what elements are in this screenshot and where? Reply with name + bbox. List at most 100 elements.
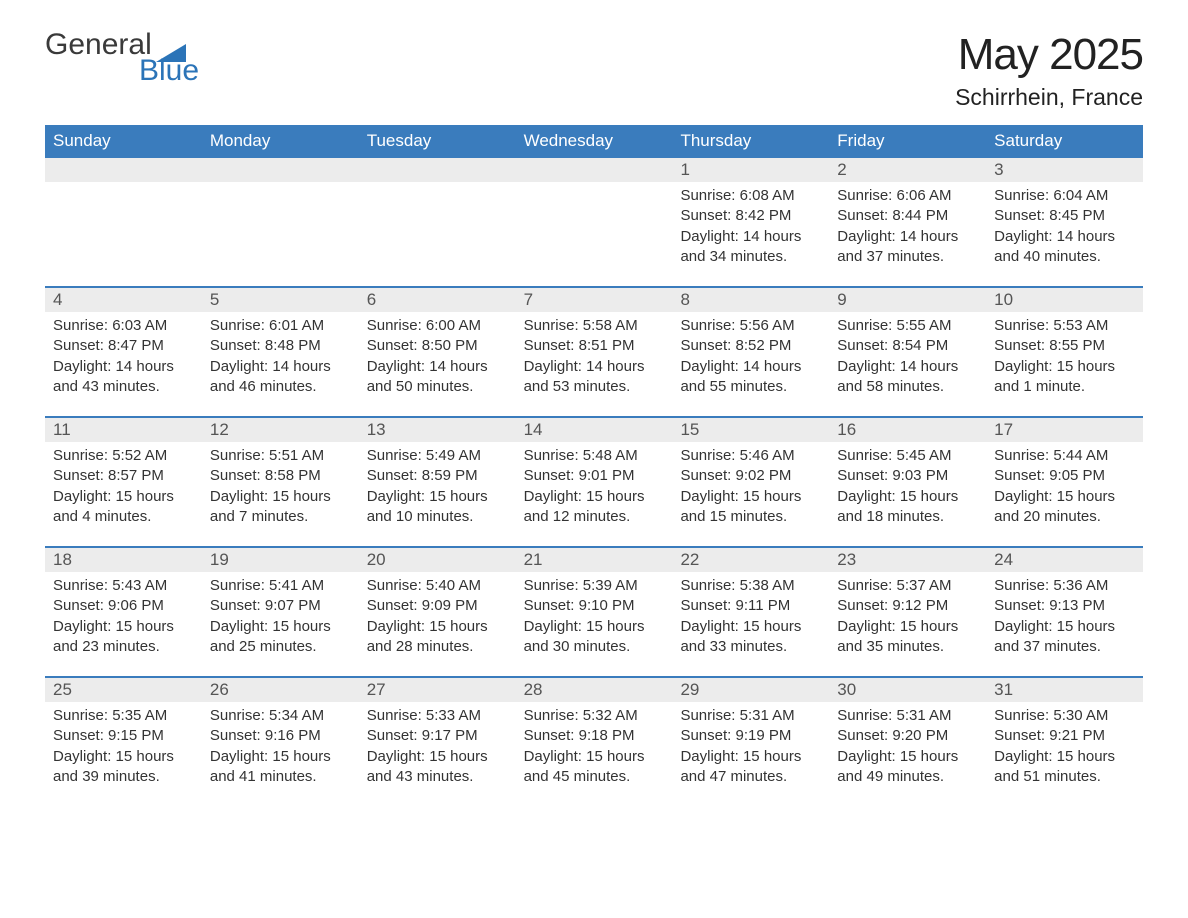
day-body: Sunrise: 5:39 AMSunset: 9:10 PMDaylight:… xyxy=(516,572,673,657)
sunrise-text: Sunrise: 5:45 AM xyxy=(837,446,980,466)
day-number: 12 xyxy=(202,418,359,442)
day-body: Sunrise: 5:58 AMSunset: 8:51 PMDaylight:… xyxy=(516,312,673,397)
sunrise-text: Sunrise: 5:34 AM xyxy=(210,706,353,726)
sunrise-text: Sunrise: 5:58 AM xyxy=(524,316,667,336)
sunrise-text: Sunrise: 5:31 AM xyxy=(837,706,980,726)
week-row: 1 Sunrise: 6:08 AMSunset: 8:42 PM Daylight… xyxy=(45,158,1143,286)
daylight-text: Daylight: 15 hours and 47 minutes. xyxy=(680,747,823,788)
week-row: 18Sunrise: 5:43 AMSunset: 9:06 PMDayligh… xyxy=(45,546,1143,676)
daylight-text: Daylight: 15 hours and 28 minutes. xyxy=(367,617,510,658)
sunrise-text: Sunrise: 5:30 AM xyxy=(994,706,1137,726)
day-cell xyxy=(359,158,516,286)
day-cell: 10Sunrise: 5:53 AMSunset: 8:55 PMDayligh… xyxy=(986,288,1143,416)
daylight-text: Daylight: 15 hours and 18 minutes. xyxy=(837,487,980,528)
day-cell: 5Sunrise: 6:01 AMSunset: 8:48 PMDaylight… xyxy=(202,288,359,416)
sunrise-text: Sunrise: 6:08 AM xyxy=(680,186,823,206)
sunset-text: Sunset: 9:07 PM xyxy=(210,596,353,616)
sunset-text: Sunset: 8:55 PM xyxy=(994,336,1137,356)
daylight-text: Daylight: 15 hours and 30 minutes. xyxy=(524,617,667,658)
day-body: Sunrise: 6:01 AMSunset: 8:48 PMDaylight:… xyxy=(202,312,359,397)
day-cell: 31Sunrise: 5:30 AMSunset: 9:21 PMDayligh… xyxy=(986,678,1143,806)
day-number: 9 xyxy=(829,288,986,312)
sunset-text: Sunset: 9:09 PM xyxy=(367,596,510,616)
day-number: 1 xyxy=(672,158,829,182)
day-cell: 13Sunrise: 5:49 AMSunset: 8:59 PMDayligh… xyxy=(359,418,516,546)
day-cell: 2Sunrise: 6:06 AMSunset: 8:44 PMDaylight… xyxy=(829,158,986,286)
week-row: 25Sunrise: 5:35 AMSunset: 9:15 PMDayligh… xyxy=(45,676,1143,806)
sunset-text: Sunset: 9:01 PM xyxy=(524,466,667,486)
day-body: Sunrise: 5:44 AMSunset: 9:05 PMDaylight:… xyxy=(986,442,1143,527)
day-number: 8 xyxy=(672,288,829,312)
weekday-tuesday: Tuesday xyxy=(359,125,516,158)
daylight-text: Daylight: 15 hours and 33 minutes. xyxy=(680,617,823,658)
sunset-text: Sunset: 8:42 PM xyxy=(680,206,823,226)
daylight-text: Daylight: 14 hours and 53 minutes. xyxy=(524,357,667,398)
sunset-text: Sunset: 8:51 PM xyxy=(524,336,667,356)
weekday-wednesday: Wednesday xyxy=(516,125,673,158)
day-body: Sunrise: 5:37 AMSunset: 9:12 PMDaylight:… xyxy=(829,572,986,657)
day-number: 18 xyxy=(45,548,202,572)
sunset-text: Sunset: 8:57 PM xyxy=(53,466,196,486)
sunrise-text: Sunrise: 5:43 AM xyxy=(53,576,196,596)
daylight-text: Daylight: 14 hours and 37 minutes. xyxy=(837,227,980,268)
sunrise-text: Sunrise: 5:44 AM xyxy=(994,446,1137,466)
sunrise-text: Sunrise: 6:01 AM xyxy=(210,316,353,336)
day-body: Sunrise: 6:00 AMSunset: 8:50 PMDaylight:… xyxy=(359,312,516,397)
sunrise-text: Sunrise: 6:00 AM xyxy=(367,316,510,336)
sunrise-text: Sunrise: 6:04 AM xyxy=(994,186,1137,206)
daylight-text: Daylight: 14 hours and 50 minutes. xyxy=(367,357,510,398)
weekday-monday: Monday xyxy=(202,125,359,158)
day-cell: 23Sunrise: 5:37 AMSunset: 9:12 PMDayligh… xyxy=(829,548,986,676)
sunset-text: Sunset: 9:20 PM xyxy=(837,726,980,746)
day-number: 29 xyxy=(672,678,829,702)
sunset-text: Sunset: 9:10 PM xyxy=(524,596,667,616)
weekday-sunday: Sunday xyxy=(45,125,202,158)
day-number: 21 xyxy=(516,548,673,572)
daylight-text: Daylight: 15 hours and 15 minutes. xyxy=(680,487,823,528)
day-cell xyxy=(45,158,202,286)
day-body: Sunrise: 5:38 AMSunset: 9:11 PMDaylight:… xyxy=(672,572,829,657)
week-row: 4Sunrise: 6:03 AMSunset: 8:47 PMDaylight… xyxy=(45,286,1143,416)
sunrise-text: Sunrise: 5:56 AM xyxy=(680,316,823,336)
day-body: Sunrise: 5:35 AMSunset: 9:15 PMDaylight:… xyxy=(45,702,202,787)
day-cell: 17Sunrise: 5:44 AMSunset: 9:05 PMDayligh… xyxy=(986,418,1143,546)
daylight-text: Daylight: 15 hours and 12 minutes. xyxy=(524,487,667,528)
sunset-text: Sunset: 9:19 PM xyxy=(680,726,823,746)
week-row: 11Sunrise: 5:52 AMSunset: 8:57 PMDayligh… xyxy=(45,416,1143,546)
day-body: Sunrise: 5:52 AMSunset: 8:57 PMDaylight:… xyxy=(45,442,202,527)
day-number: 3 xyxy=(986,158,1143,182)
day-cell: 25Sunrise: 5:35 AMSunset: 9:15 PMDayligh… xyxy=(45,678,202,806)
daylight-text: Daylight: 14 hours and 58 minutes. xyxy=(837,357,980,398)
day-body: Sunrise: 6:06 AMSunset: 8:44 PMDaylight:… xyxy=(829,182,986,267)
day-cell: 16Sunrise: 5:45 AMSunset: 9:03 PMDayligh… xyxy=(829,418,986,546)
day-body: Sunrise: 6:04 AMSunset: 8:45 PMDaylight:… xyxy=(986,182,1143,267)
day-cell: 24Sunrise: 5:36 AMSunset: 9:13 PMDayligh… xyxy=(986,548,1143,676)
day-number: 31 xyxy=(986,678,1143,702)
sunset-text: Sunset: 9:03 PM xyxy=(837,466,980,486)
sunrise-text: Sunrise: 5:39 AM xyxy=(524,576,667,596)
sunset-text: Sunset: 9:16 PM xyxy=(210,726,353,746)
daylight-text: Daylight: 15 hours and 35 minutes. xyxy=(837,617,980,658)
daylight-text: Daylight: 15 hours and 10 minutes. xyxy=(367,487,510,528)
day-body: Sunrise: 5:53 AMSunset: 8:55 PMDaylight:… xyxy=(986,312,1143,397)
day-body: Sunrise: 5:46 AMSunset: 9:02 PMDaylight:… xyxy=(672,442,829,527)
sunset-text: Sunset: 9:13 PM xyxy=(994,596,1137,616)
day-body: Sunrise: 5:41 AMSunset: 9:07 PMDaylight:… xyxy=(202,572,359,657)
day-cell xyxy=(516,158,673,286)
day-number: 27 xyxy=(359,678,516,702)
day-cell: 20Sunrise: 5:40 AMSunset: 9:09 PMDayligh… xyxy=(359,548,516,676)
day-body: Sunrise: 5:36 AMSunset: 9:13 PMDaylight:… xyxy=(986,572,1143,657)
sunrise-text: Sunrise: 5:36 AM xyxy=(994,576,1137,596)
daylight-text: Daylight: 15 hours and 49 minutes. xyxy=(837,747,980,788)
day-cell: 11Sunrise: 5:52 AMSunset: 8:57 PMDayligh… xyxy=(45,418,202,546)
daylight-text: Daylight: 15 hours and 37 minutes. xyxy=(994,617,1137,658)
day-cell: 29Sunrise: 5:31 AMSunset: 9:19 PMDayligh… xyxy=(672,678,829,806)
daylight-text: Daylight: 14 hours and 55 minutes. xyxy=(680,357,823,398)
sunset-text: Sunset: 9:12 PM xyxy=(837,596,980,616)
sunset-text: Sunset: 8:54 PM xyxy=(837,336,980,356)
sunrise-text: Sunrise: 6:03 AM xyxy=(53,316,196,336)
day-number: 19 xyxy=(202,548,359,572)
sunrise-text: Sunrise: 5:32 AM xyxy=(524,706,667,726)
calendar: SundayMondayTuesdayWednesdayThursdayFrid… xyxy=(45,125,1143,806)
day-body: Sunrise: 5:56 AMSunset: 8:52 PMDaylight:… xyxy=(672,312,829,397)
